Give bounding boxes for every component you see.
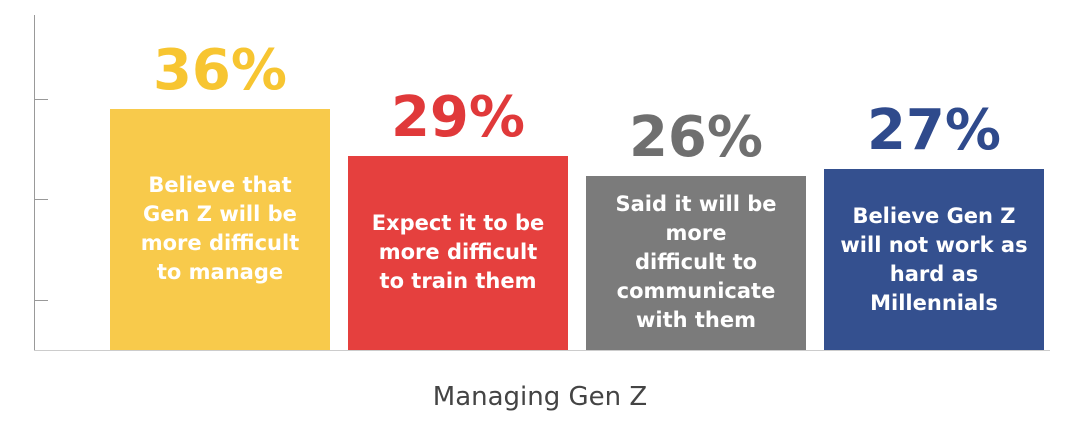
bar-label: Said it will be more difficult to commun… bbox=[615, 192, 777, 333]
bar bbox=[110, 108, 330, 350]
y-tick bbox=[35, 98, 48, 100]
y-tick bbox=[35, 299, 48, 301]
bar-label: Expect it to be more difficult to train … bbox=[371, 211, 545, 294]
x-axis bbox=[34, 350, 1050, 351]
bar-label: Believe that Gen Z will be more difficul… bbox=[140, 173, 300, 285]
y-axis bbox=[34, 15, 35, 351]
bar bbox=[586, 175, 806, 350]
value-label: 26% bbox=[628, 104, 764, 170]
value-label: 29% bbox=[390, 84, 526, 150]
y-tick bbox=[35, 199, 48, 201]
chart-title: Managing Gen Z bbox=[432, 382, 648, 412]
bar bbox=[348, 155, 568, 350]
bar-label: Believe Gen Z will not work as hard as M… bbox=[840, 203, 1028, 315]
bar bbox=[824, 169, 1044, 350]
value-label: 36% bbox=[152, 37, 288, 103]
value-label: 27% bbox=[866, 98, 1002, 164]
